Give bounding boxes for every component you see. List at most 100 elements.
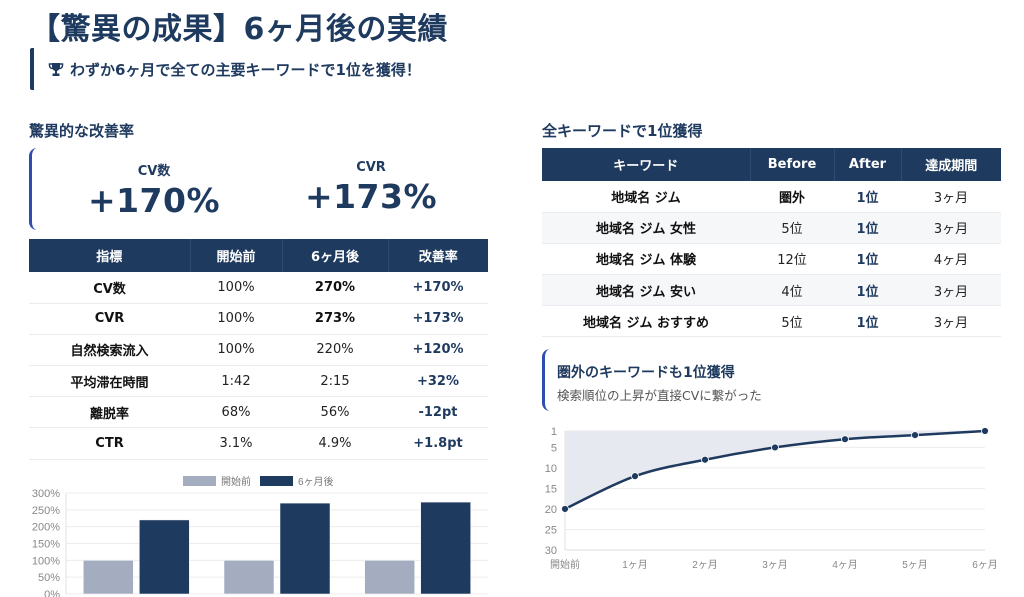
table-cell: 4位 (750, 274, 834, 307)
x-tick-label: 3ヶ月 (762, 559, 788, 571)
note-text: 検索順位の上昇が直接CVに繋がった (557, 388, 762, 403)
y-tick-label: 300% (32, 488, 60, 500)
table-cell: 5位 (750, 212, 834, 244)
kpi-panel: CV数 +170% CVR +173% (29, 148, 488, 230)
y-tick-label: 30 (545, 545, 557, 557)
table-cell: CV数 (29, 272, 190, 304)
table-cell: 3.1% (190, 427, 282, 460)
table-cell: +170% (388, 272, 488, 304)
kpi-value: +170% (87, 181, 221, 220)
table-cell: CVR (29, 303, 190, 335)
table-cell: 地域名 ジム 安い (542, 274, 750, 307)
page-title: 【驚異の成果】6ヶ月後の実績 (30, 12, 448, 47)
table-cell: +120% (388, 334, 488, 367)
table-cell: 4ヶ月 (901, 243, 1001, 276)
table-cell: 3ヶ月 (901, 274, 1001, 307)
legend-label: 開始前 (221, 475, 251, 488)
y-tick-label: 200% (32, 522, 60, 534)
table-cell: +32% (388, 365, 488, 398)
table-row: CVR 100% 273% +173% (29, 303, 488, 335)
table-cell: 3ヶ月 (901, 212, 1001, 244)
y-tick-label: 25 (545, 524, 557, 536)
kpi-cv-count: CV数 +170% (54, 148, 254, 220)
kpi-value: +173% (304, 177, 438, 216)
table-cell: CTR (29, 427, 190, 460)
table-row: 離脱率 68% 56% -12pt (29, 396, 488, 429)
table-cell: 自然検索流入 (29, 334, 190, 367)
y-tick-label: 10 (545, 463, 557, 475)
table-cell: 270% (282, 272, 388, 304)
table-row: 地域名 ジム 安い 4位 1位 3ヶ月 (542, 274, 1001, 307)
keyword-table: キーワード Before After 達成期間 地域名 ジム 圏外 1位 3ヶ月 地域名… (542, 148, 1001, 338)
table-cell: 5位 (750, 305, 834, 338)
col-header-after: After (834, 148, 902, 181)
bar-after (139, 519, 190, 595)
x-tick-label: 開始前 (550, 558, 580, 571)
y-tick-label: 100% (32, 555, 60, 567)
y-tick-label: 150% (32, 539, 60, 551)
table-cell: 4.9% (282, 427, 388, 460)
y-tick-label: 250% (32, 505, 60, 517)
kpi-label: CVR (356, 160, 386, 175)
x-tick-label: 5ヶ月 (902, 559, 928, 571)
comparison-bar-chart: 開始前 6ヶ月後 0% 50% 100% 150% 200% 250% 300% (32, 475, 488, 597)
y-tick-label: 5 (551, 442, 557, 454)
col-header-keyword: キーワード (542, 148, 751, 181)
table-cell: 3ヶ月 (901, 181, 1001, 213)
table-cell: 1位 (834, 243, 901, 276)
kpi-label: CV数 (137, 164, 171, 179)
table-cell: 100% (190, 334, 282, 367)
table-row: CTR 3.1% 4.9% +1.8pt (29, 427, 488, 460)
data-point (701, 455, 709, 464)
table-cell: -12pt (388, 396, 488, 429)
table-header-row: キーワード Before After 達成期間 (542, 148, 1001, 181)
y-tick-label: 50% (38, 572, 60, 584)
y-tick-label: 1 (551, 426, 557, 438)
table-cell: 圏外 (750, 181, 834, 213)
table-cell: 離脱率 (29, 396, 190, 429)
table-row: 自然検索流入 100% 220% +120% (29, 334, 488, 367)
data-point (911, 431, 919, 440)
table-cell: 地域名 ジム 女性 (542, 212, 750, 244)
table-cell: 地域名 ジム (542, 181, 750, 213)
table-cell: 1:42 (190, 365, 282, 398)
table-cell: 1位 (834, 274, 901, 307)
data-point (771, 443, 779, 452)
col-header-metric: 指標 (29, 239, 191, 272)
table-cell: 地域名 ジム おすすめ (542, 305, 750, 338)
data-point (841, 435, 849, 444)
table-cell: 1位 (834, 181, 901, 213)
table-cell: 12位 (750, 243, 834, 276)
table-cell: 3ヶ月 (901, 305, 1001, 338)
col-header-period: 達成期間 (901, 148, 1001, 181)
col-header-before: 開始前 (190, 239, 283, 272)
x-tick-label: 6ヶ月 (972, 559, 998, 571)
y-tick-label: 0% (44, 589, 60, 597)
subtitle-banner: わずか6ヶ月で全ての主要キーワードで1位を獲得！ (30, 48, 421, 90)
table-row: 地域名 ジム 女性 5位 1位 3ヶ月 (542, 212, 1001, 244)
table-header-row: 指標 開始前 6ヶ月後 改善率 (29, 239, 488, 272)
table-cell: 地域名 ジム 体験 (542, 243, 750, 276)
y-tick-label: 20 (545, 504, 557, 516)
data-point (631, 472, 639, 481)
table-cell: 68% (190, 396, 282, 429)
table-row: 地域名 ジム 圏外 1位 3ヶ月 (542, 181, 1001, 213)
y-tick-label: 15 (545, 483, 557, 495)
area-fill (565, 431, 985, 509)
kpi-cvr: CVR +173% (271, 148, 471, 216)
x-tick-label: 1ヶ月 (622, 559, 648, 571)
table-cell: 2:15 (282, 365, 388, 398)
col-header-before: Before (750, 148, 835, 181)
subtitle-text: わずか6ヶ月で全ての主要キーワードで1位を獲得！ (70, 60, 421, 79)
data-point (561, 505, 569, 513)
x-tick-label: 4ヶ月 (832, 559, 858, 571)
table-cell: 100% (190, 303, 282, 335)
improvement-section-title: 驚異的な改善率 (29, 122, 135, 140)
table-cell: 100% (190, 272, 282, 304)
table-row: 地域名 ジム おすすめ 5位 1位 3ヶ月 (542, 305, 1001, 338)
data-point (981, 427, 989, 435)
highlight-note: 圏外のキーワードも1位獲得 検索順位の上昇が直接CVに繋がった (542, 349, 1002, 411)
table-cell: 1位 (834, 305, 901, 338)
table-cell: 273% (282, 303, 388, 335)
